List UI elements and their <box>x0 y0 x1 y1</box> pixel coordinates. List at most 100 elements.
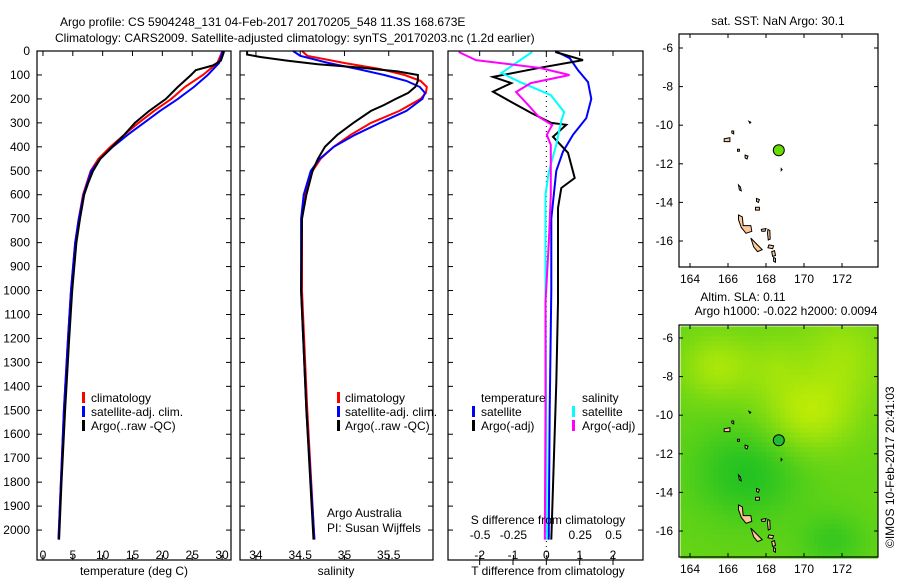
heatmap-cell <box>870 340 876 347</box>
heatmap-cell <box>789 529 796 535</box>
heatmap-cell <box>742 548 748 554</box>
heatmap-cell <box>865 365 872 371</box>
heatmap-cell <box>680 553 686 559</box>
heatmap-cell <box>694 504 701 511</box>
heatmap-cell <box>742 500 748 506</box>
heatmap-cell <box>865 553 872 559</box>
heatmap-cell <box>837 355 843 361</box>
heatmap-cell <box>742 524 748 530</box>
heatmap-cell <box>704 476 710 482</box>
heatmap-cell <box>832 398 838 405</box>
heatmap-cell <box>690 456 696 463</box>
heatmap-cell <box>837 451 843 458</box>
heatmap-cell <box>870 504 876 511</box>
heatmap-cell <box>728 500 734 506</box>
heatmap-cell <box>789 543 796 549</box>
heatmap-cell <box>818 345 824 352</box>
heatmap-cell <box>709 495 715 501</box>
heatmap-cell <box>846 500 853 506</box>
heatmap-cell <box>770 355 777 361</box>
heatmap-cell <box>823 533 829 540</box>
heatmap-cell <box>766 529 772 535</box>
latitude-tick-label: -8 <box>662 370 673 384</box>
heatmap-cell <box>818 394 824 400</box>
heatmap-cell <box>737 326 743 332</box>
latitude-tick-label: -6 <box>662 331 673 345</box>
heatmap-cell <box>851 422 857 429</box>
heatmap-cell <box>842 408 848 414</box>
heatmap-cell <box>846 504 853 511</box>
heatmap-cell <box>870 360 876 366</box>
heatmap-cell <box>732 504 739 511</box>
heatmap-cell <box>846 422 853 429</box>
heatmap-cell <box>761 519 767 525</box>
heatmap-cell <box>827 418 834 424</box>
heatmap-cell <box>785 553 791 559</box>
heatmap-cell <box>804 355 810 361</box>
heatmap-cell <box>699 331 705 337</box>
heatmap-cell <box>709 461 715 467</box>
heatmap-cell <box>690 519 696 525</box>
heatmap-cell <box>747 500 753 506</box>
legend-argo: Argo(..raw -QC) <box>345 419 430 433</box>
heatmap-cell <box>761 422 767 429</box>
heatmap-cell <box>690 495 696 501</box>
heatmap-cell <box>785 331 791 337</box>
heatmap-cell <box>766 461 772 467</box>
heatmap-cell <box>842 509 848 516</box>
heatmap-cell <box>808 529 815 535</box>
heatmap-cell <box>856 355 862 361</box>
heatmap-cell <box>818 403 824 409</box>
heatmap-cell <box>775 355 781 361</box>
heatmap-cell <box>680 422 686 429</box>
heatmap-cell <box>870 365 876 371</box>
heatmap-cell <box>832 538 838 545</box>
heatmap-cell <box>694 447 701 453</box>
heatmap-cell <box>718 340 724 347</box>
island-shape <box>737 473 743 482</box>
heatmap-cell <box>799 529 805 535</box>
heatmap-cell <box>770 495 777 501</box>
heatmap-cell <box>761 495 767 501</box>
heatmap-cell <box>785 360 791 366</box>
heatmap-cell <box>680 529 686 535</box>
heatmap-cell <box>846 403 853 409</box>
heatmap-cell <box>865 432 872 438</box>
heatmap-cell <box>694 451 701 458</box>
heatmap-cell <box>732 384 739 390</box>
heatmap-cell <box>770 369 777 376</box>
heatmap-cell <box>737 345 743 352</box>
heatmap-cell <box>685 345 691 352</box>
heatmap-cell <box>794 369 800 376</box>
legend-climatology: climatology <box>345 391 405 405</box>
heatmap-cell <box>723 369 729 376</box>
heatmap-cell <box>870 466 876 472</box>
heatmap-cell <box>747 413 753 419</box>
heatmap-cell <box>799 331 805 337</box>
heatmap-cell <box>823 442 829 448</box>
heatmap-cell <box>694 413 701 419</box>
heatmap-cell <box>851 476 857 482</box>
heatmap-cell <box>770 480 777 487</box>
heatmap-cell <box>823 360 829 366</box>
heatmap-cell <box>789 500 796 506</box>
heatmap-cell <box>742 360 748 366</box>
heatmap-cell <box>832 413 838 419</box>
heatmap-cell <box>785 427 791 434</box>
heatmap-cell <box>747 403 753 409</box>
heatmap-cell <box>732 422 739 429</box>
heatmap-cell <box>723 340 729 347</box>
heatmap-cell <box>818 480 824 487</box>
heatmap-cell <box>761 447 767 453</box>
heatmap-cell <box>770 524 777 530</box>
heatmap-cell <box>823 495 829 501</box>
heatmap-cell <box>842 326 848 332</box>
heatmap-cell <box>680 451 686 458</box>
heatmap-cell <box>861 403 867 409</box>
heatmap-cell <box>780 461 786 467</box>
island-shape <box>773 546 776 553</box>
heatmap-cell <box>685 500 691 506</box>
heatmap-cell <box>808 340 815 347</box>
heatmap-cell <box>832 471 838 477</box>
heatmap-cell <box>742 490 748 496</box>
